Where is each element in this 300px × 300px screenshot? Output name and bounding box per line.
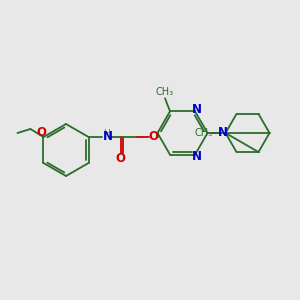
Text: O: O bbox=[116, 152, 125, 166]
Text: N: N bbox=[192, 103, 202, 116]
Text: N: N bbox=[192, 150, 202, 163]
Text: N: N bbox=[218, 127, 227, 140]
Text: CH₃: CH₃ bbox=[156, 87, 174, 97]
Text: O: O bbox=[37, 127, 46, 140]
Text: O: O bbox=[148, 130, 158, 143]
Text: N: N bbox=[103, 130, 112, 143]
Text: H: H bbox=[103, 130, 110, 139]
Text: CH₃: CH₃ bbox=[194, 128, 213, 138]
